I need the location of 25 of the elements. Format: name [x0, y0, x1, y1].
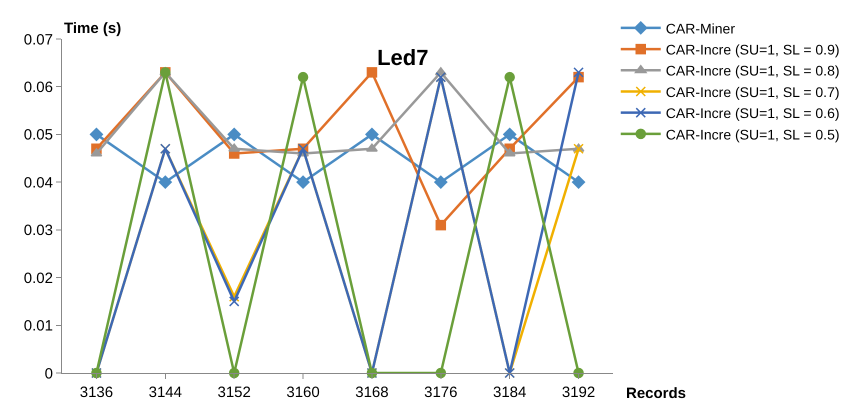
y-tick-label: 0.01 [24, 318, 53, 335]
legend-label: CAR-Incre (SU=1, SL = 0.7) [666, 84, 840, 100]
y-tick-label: 0 [44, 365, 53, 382]
y-tick-label: 0.07 [24, 31, 53, 48]
x-tick-label: 3136 [80, 384, 114, 401]
x-tick-label: 3176 [424, 384, 458, 401]
x-tick-label: 3184 [493, 384, 526, 401]
x-tick-label: 3152 [218, 384, 251, 401]
legend-label: CAR-Incre (SU=1, SL = 0.5) [666, 126, 840, 142]
legend-label: CAR-Incre (SU=1, SL = 0.9) [666, 42, 840, 58]
x-axis-title: Records [626, 385, 686, 402]
y-tick-label: 0.04 [24, 174, 53, 192]
x-tick-label: 3144 [148, 384, 182, 401]
y-tick-label: 0.05 [24, 126, 53, 144]
x-tick-label: 3168 [355, 384, 389, 401]
legend-label: CAR-Miner [666, 20, 736, 36]
y-tick-label: 0.06 [24, 78, 53, 96]
chart-title: Led7 [377, 44, 428, 70]
y-axis-title: Time (s) [64, 20, 122, 37]
legend-label: CAR-Incre (SU=1, SL = 0.6) [666, 105, 840, 122]
x-tick-label: 3160 [286, 384, 320, 401]
y-tick-label: 0.03 [24, 222, 53, 240]
legend-label: CAR-Incre (SU=1, SL = 0.8) [666, 62, 840, 79]
y-tick-label: 0.02 [24, 270, 53, 287]
x-tick-label: 3192 [562, 384, 596, 401]
